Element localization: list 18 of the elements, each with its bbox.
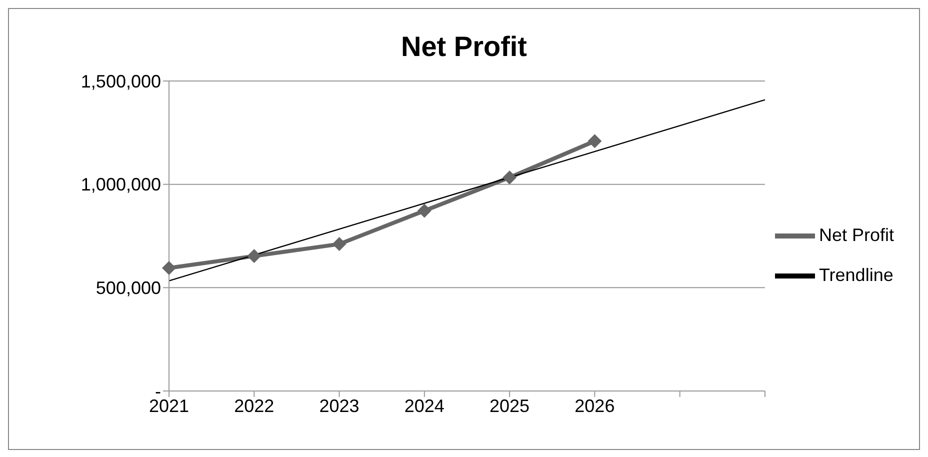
x-tick-label: 2026 (574, 396, 615, 416)
point (417, 204, 432, 218)
chart-title: Net Profit (400, 31, 528, 64)
legend-label: Trendline (818, 264, 894, 285)
legend-label: Net Profit (818, 224, 894, 245)
point (162, 261, 176, 276)
x-tick-label: 2025 (490, 396, 530, 416)
y-tick-label: 1,500,000 (80, 71, 161, 92)
point (247, 249, 262, 264)
x-tick-label: 2022 (234, 396, 274, 416)
point (332, 237, 346, 252)
y-tick-label: 1,000,000 (80, 174, 161, 195)
y-tick-label: 500,000 (96, 278, 161, 298)
x-tick-label: 2024 (404, 396, 444, 416)
x-tick-label: 2021 (148, 396, 190, 416)
x-tick-label: 2023 (319, 396, 360, 416)
point (588, 134, 602, 148)
point (502, 170, 517, 185)
